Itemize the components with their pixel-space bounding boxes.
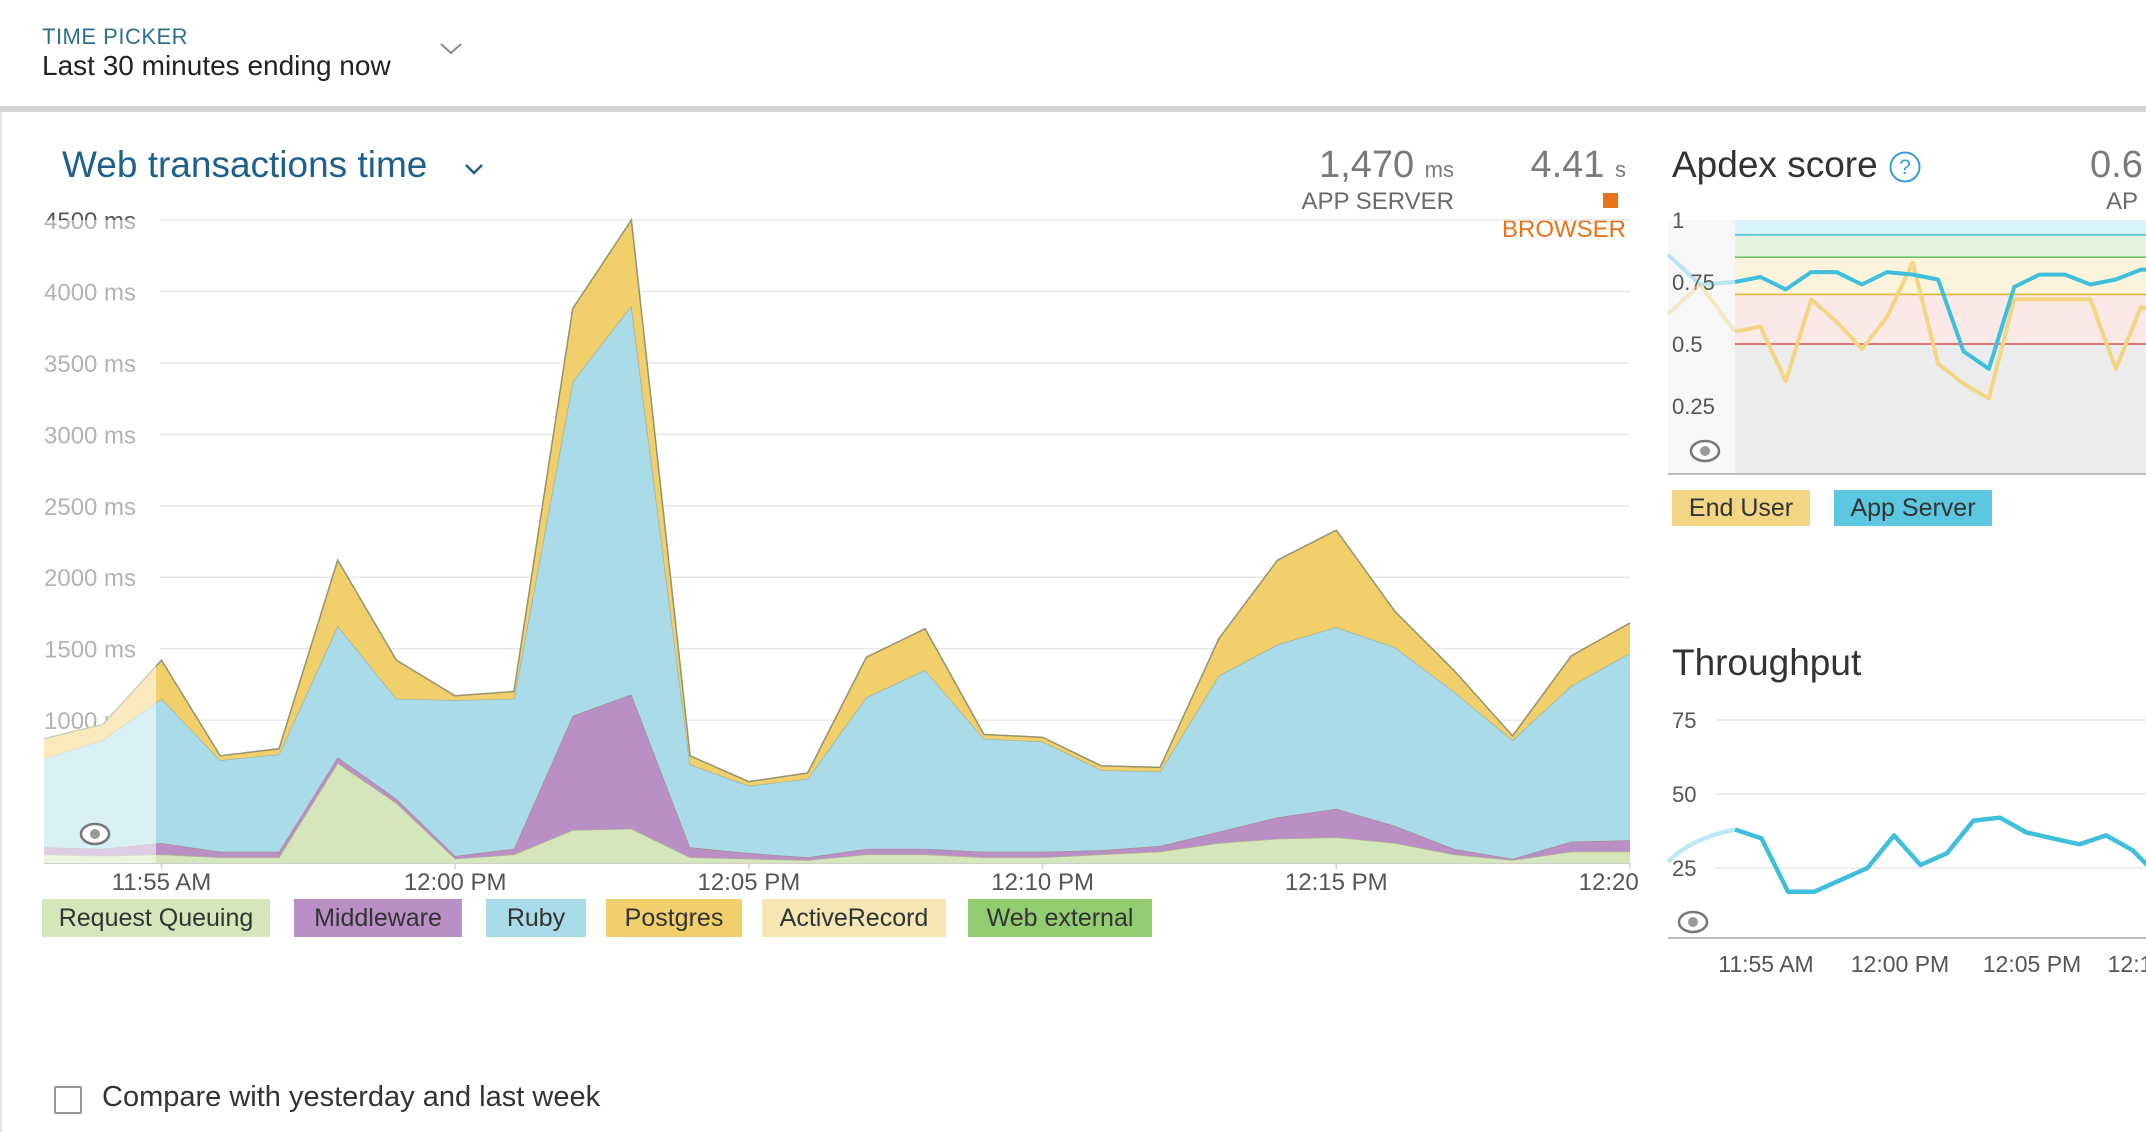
area-ruby <box>44 305 1630 859</box>
x-tick-label: 12:20 PM <box>1579 869 1640 890</box>
compare-checkbox[interactable] <box>54 1086 82 1114</box>
svg-text:?: ? <box>1899 156 1911 179</box>
throughput-x-tick-label: 12:00 PM <box>1851 951 1949 977</box>
throughput-line <box>1734 815 2146 894</box>
app-server-caption: APP SERVER <box>1301 188 1454 215</box>
apdex-y-tick-label: 0.5 <box>1672 332 1703 357</box>
apdex-history-end-user <box>1666 281 1737 333</box>
eye-icon-pupil <box>1700 446 1710 456</box>
apdex-y-tick-label: 1 <box>1672 208 1684 233</box>
apdex-caption: AP <box>2106 188 2139 215</box>
x-tick-label: 12:15 PM <box>1285 869 1388 890</box>
eye-icon-pupil <box>90 829 100 839</box>
x-tick-label: 12:00 PM <box>404 869 507 890</box>
legend-postgres[interactable]: Postgres <box>606 899 742 937</box>
chevron-down-icon[interactable] <box>438 38 464 58</box>
browser-swatch <box>1603 193 1618 208</box>
area-web-external-edge <box>43 218 1631 783</box>
area-request-queuing <box>44 763 1630 863</box>
legend-middleware[interactable]: Middleware <box>294 899 462 937</box>
throughput-x-tick-label: 12:05 PM <box>1983 951 2081 977</box>
legend-request-queuing[interactable]: Request Queuing <box>42 899 270 937</box>
web-transactions-chart: 500 ms1000 ms1500 ms2000 ms2500 ms3000 m… <box>43 208 1640 890</box>
history-fade-overlay <box>44 220 156 863</box>
throughput-y-tick-label: 75 <box>1672 708 1696 733</box>
throughput-history-line <box>1666 827 1736 864</box>
app-server-value: 1,470 ms <box>1319 144 1454 186</box>
eye-icon <box>79 822 111 846</box>
apdex-zone-good <box>1735 234 2146 258</box>
x-tick-label: 12:10 PM <box>991 869 1094 890</box>
apdex-chart: 1 0.75 0.5 0.25 <box>1666 208 2146 475</box>
throughput-title: Throughput <box>1672 642 1862 683</box>
apdex-zone-excellent <box>1735 220 2146 235</box>
header-divider <box>0 106 2146 112</box>
compare-label[interactable]: Compare with yesterday and last week <box>102 1081 601 1113</box>
eye-icon <box>1689 439 1721 463</box>
legend-web-external[interactable]: Web external <box>968 899 1152 937</box>
throughput-y-tick-label: 50 <box>1672 782 1696 807</box>
apdex-line-app-server <box>1734 267 2146 371</box>
apdex-y-tick-label: 0.25 <box>1672 394 1715 419</box>
x-tick-label: 11:55 AM <box>112 869 212 890</box>
area-postgres <box>44 220 1630 786</box>
throughput-y-tick-label: 25 <box>1672 856 1696 881</box>
apdex-value: 0.6 <box>2090 144 2143 186</box>
web-transactions-title[interactable]: Web transactions time <box>62 144 428 185</box>
time-picker-value[interactable]: Last 30 minutes ending now <box>42 50 391 81</box>
apdex-history-fade <box>1668 220 1735 474</box>
eye-icon <box>1677 910 1709 934</box>
throughput-x-tick-label: 11:55 AM <box>1718 951 1813 977</box>
x-tick-label: 12:05 PM <box>698 869 801 890</box>
time-picker-label: TIME PICKER <box>42 24 189 49</box>
legend-end-user[interactable]: End User <box>1672 490 1810 526</box>
legend-ruby[interactable]: Ruby <box>486 899 586 937</box>
apdex-y-tick-label: 0.75 <box>1672 270 1715 295</box>
apdex-title: Apdex score <box>1672 144 1878 185</box>
apdex-history-app-server <box>1666 253 1736 287</box>
legend-app-server[interactable]: App Server <box>1834 490 1992 526</box>
throughput-x-tick-label: 12:1 <box>2108 951 2146 977</box>
area-middleware <box>44 694 1630 861</box>
apdex-line-end-user <box>1734 260 2146 401</box>
help-icon[interactable]: ? <box>1888 150 1922 184</box>
eye-icon-pupil <box>1688 917 1698 927</box>
content-left-border <box>0 112 2 1132</box>
legend-active-record[interactable]: ActiveRecord <box>762 899 946 937</box>
throughput-chart: 75 50 25 11:55 AM 12:00 PM 12:05 PM 12:1 <box>1666 708 2146 977</box>
browser-value: 4.41 s <box>1530 144 1626 186</box>
chevron-down-icon[interactable] <box>462 160 486 178</box>
